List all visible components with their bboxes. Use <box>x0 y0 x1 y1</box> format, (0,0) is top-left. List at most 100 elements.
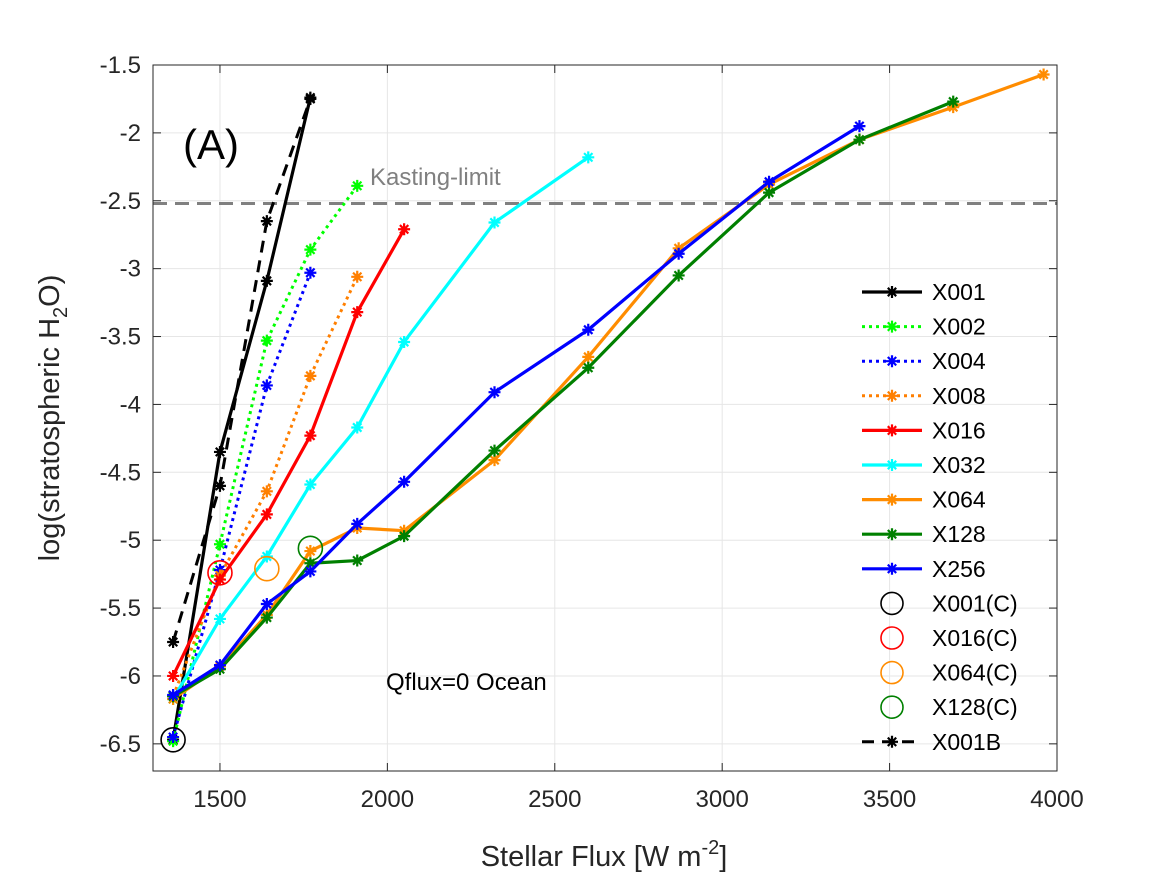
data-point <box>763 186 776 199</box>
x-tick-label: 2500 <box>528 786 581 813</box>
series-layer <box>167 68 1050 748</box>
legend: X001 X002 X004 X008 X016 X032 X064 X128 X256 X001… <box>862 279 1018 755</box>
data-point <box>947 95 960 108</box>
y-tick-label: -4 <box>120 391 141 418</box>
data-point <box>260 485 273 498</box>
legend-marker <box>886 493 898 506</box>
data-point <box>1037 68 1050 81</box>
legend-marker <box>886 389 898 402</box>
data-point <box>167 669 180 682</box>
legend-item-x008: X008 <box>862 383 986 409</box>
legend-swatch <box>880 591 904 616</box>
data-point <box>488 444 501 457</box>
data-point <box>260 508 273 521</box>
data-point <box>582 361 595 374</box>
legend-swatch <box>880 695 904 720</box>
series-line-x128 <box>172 100 954 698</box>
legend-label: X001(C) <box>932 590 1018 616</box>
legend-item-x064c: X064(C) <box>880 660 1018 686</box>
data-point <box>304 545 317 558</box>
x-tick-label: 3000 <box>695 786 748 813</box>
data-point <box>213 538 226 551</box>
data-point <box>304 478 317 491</box>
series-x001b <box>167 92 317 649</box>
x-tick-label: 2000 <box>361 786 414 813</box>
legend-label: X128 <box>932 521 986 547</box>
x-axis-label-end: ] <box>719 841 727 873</box>
data-point <box>304 369 317 382</box>
series-line-x032 <box>171 156 590 700</box>
data-point <box>488 454 501 467</box>
legend-item-x016c: X016(C) <box>880 625 1018 651</box>
x-axis-label-sup: -2 <box>701 837 719 859</box>
data-point <box>260 274 273 287</box>
data-point <box>351 421 364 434</box>
legend-item-x002: X002 <box>862 314 986 340</box>
legend-marker <box>886 320 898 333</box>
data-point <box>398 530 411 543</box>
data-point <box>763 175 776 188</box>
x-axis-label: Stellar Flux [W m-2] <box>481 837 728 873</box>
circle-marker-x128c <box>297 535 324 562</box>
legend-label: X001 <box>932 279 986 305</box>
data-point <box>582 323 595 336</box>
series-x256 <box>167 120 866 701</box>
data-point <box>213 445 226 458</box>
data-point <box>260 215 273 228</box>
data-point <box>351 306 364 319</box>
data-point <box>304 266 317 279</box>
legend-item-x004: X004 <box>862 348 986 374</box>
data-point <box>351 554 364 567</box>
y-tick-label: -3 <box>120 256 141 283</box>
data-point <box>213 612 226 625</box>
qflux-annotation: Qflux=0 Ocean <box>386 669 547 696</box>
data-point <box>260 611 273 624</box>
legend-marker <box>886 355 898 368</box>
legend-item-x001c: X001(C) <box>880 590 1018 616</box>
data-point <box>351 270 364 283</box>
data-point <box>260 334 273 347</box>
y-tick-label: -6 <box>120 663 141 690</box>
legend-item-x256: X256 <box>862 556 986 582</box>
data-point <box>398 223 411 236</box>
legend-label: X064 <box>932 487 986 513</box>
y-tick-label: -2 <box>120 120 141 147</box>
ticks: 1500 2000 2500 3000 3500 4000 -1.5 -2 -2.5 -3 -3.5… <box>100 52 1084 813</box>
data-point <box>853 133 866 146</box>
legend-marker <box>886 735 898 748</box>
y-tick-label: -2.5 <box>100 188 141 215</box>
legend-label: X128(C) <box>932 694 1018 720</box>
data-point <box>304 429 317 442</box>
series-x128 <box>167 95 960 703</box>
legend-marker <box>886 424 898 437</box>
legend-label: X001B <box>932 729 1001 755</box>
data-point <box>582 151 595 164</box>
legend-marker <box>886 528 898 541</box>
data-point <box>167 636 180 649</box>
data-point <box>167 731 180 744</box>
data-point <box>853 120 866 133</box>
legend-item-x016: X016 <box>862 417 986 443</box>
circle-marker-x001c <box>160 726 186 753</box>
plot-frame <box>152 64 1058 772</box>
legend-item-x001b: X001B <box>862 729 1001 755</box>
data-point <box>398 335 411 348</box>
data-point <box>304 565 317 578</box>
y-axis-label-end: O) <box>34 275 66 307</box>
data-point <box>167 688 180 701</box>
data-point <box>213 573 226 586</box>
y-tick-label: -1.5 <box>100 52 141 79</box>
legend-label: X064(C) <box>932 660 1018 686</box>
x-tick-label: 1500 <box>193 786 246 813</box>
data-point <box>488 216 501 229</box>
y-tick-label: -5.5 <box>100 595 141 622</box>
legend-item-x001: X001 <box>862 279 986 305</box>
x-axis-label-main: Stellar Flux [W m <box>481 841 702 873</box>
legend-label: X016 <box>932 417 986 443</box>
data-point <box>260 379 273 392</box>
legend-item-x128c: X128(C) <box>880 694 1018 720</box>
data-point <box>260 598 273 611</box>
data-point <box>304 557 317 570</box>
